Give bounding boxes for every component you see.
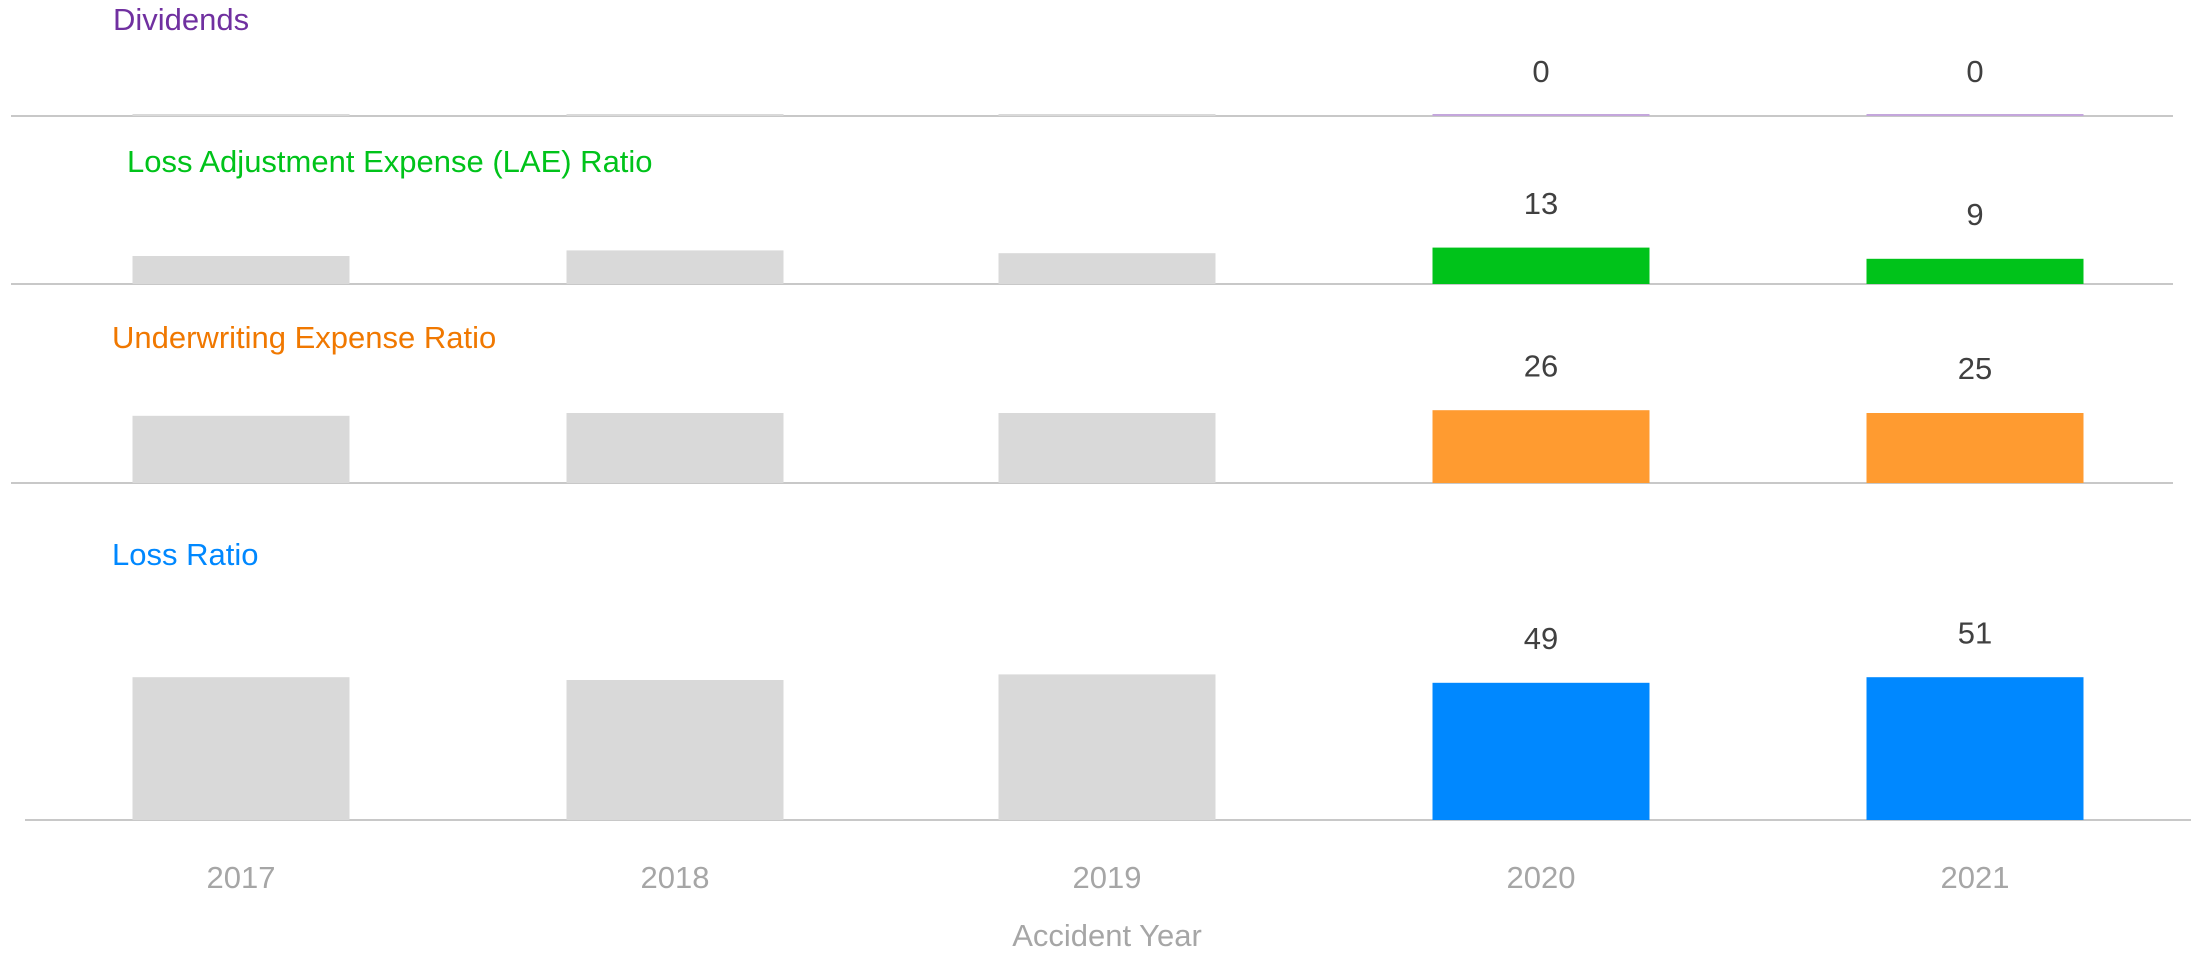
panel-title: Loss Ratio: [112, 537, 258, 572]
bar: [566, 250, 784, 284]
data-label: 49: [1524, 621, 1558, 656]
bar: [132, 415, 350, 483]
panel-title: Loss Adjustment Expense (LAE) Ratio: [127, 144, 653, 179]
x-tick-label: 2018: [641, 860, 710, 895]
bar: [132, 677, 350, 820]
x-tick-label: 2020: [1507, 860, 1576, 895]
data-label: 0: [1966, 54, 1983, 89]
bar: [132, 256, 350, 284]
bar: [1432, 410, 1650, 483]
x-tick-label: 2017: [207, 860, 276, 895]
bar: [132, 114, 350, 116]
bar: [1432, 682, 1650, 820]
data-label: 13: [1524, 186, 1558, 221]
bar: [1866, 413, 2084, 483]
data-label: 9: [1966, 197, 1983, 232]
x-tick-label: 2019: [1073, 860, 1142, 895]
data-label: 26: [1524, 348, 1558, 383]
panel-title: Dividends: [113, 2, 249, 37]
bar: [566, 114, 784, 116]
bar: [998, 114, 1216, 116]
bar: [998, 674, 1216, 820]
data-label: 25: [1958, 351, 1992, 386]
bar: [1432, 114, 1650, 116]
data-label: 0: [1532, 54, 1549, 89]
bar: [1866, 114, 2084, 116]
bar: [566, 680, 784, 820]
bar: [566, 413, 784, 483]
bar: [998, 253, 1216, 284]
x-tick-label: 2021: [1941, 860, 2010, 895]
bar: [998, 413, 1216, 483]
bar: [1866, 677, 2084, 820]
data-label: 51: [1958, 615, 1992, 650]
bar: [1432, 247, 1650, 284]
bar: [1866, 258, 2084, 284]
x-axis-title: Accident Year: [1012, 918, 1202, 953]
panel-title: Underwriting Expense Ratio: [112, 320, 496, 355]
